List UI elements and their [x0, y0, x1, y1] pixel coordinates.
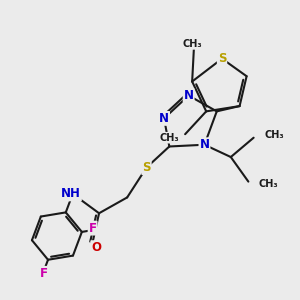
- Text: S: S: [142, 161, 151, 174]
- Text: F: F: [88, 222, 97, 235]
- Text: O: O: [91, 241, 101, 254]
- Text: CH₃: CH₃: [259, 179, 278, 189]
- Text: F: F: [40, 267, 48, 280]
- Text: CH₃: CH₃: [182, 39, 202, 49]
- Text: N: N: [200, 138, 209, 151]
- Text: CH₃: CH₃: [264, 130, 284, 140]
- Text: CH₃: CH₃: [159, 133, 179, 143]
- Text: S: S: [218, 52, 226, 65]
- Text: N: N: [159, 112, 169, 125]
- Text: NH: NH: [61, 188, 81, 200]
- Text: N: N: [184, 89, 194, 102]
